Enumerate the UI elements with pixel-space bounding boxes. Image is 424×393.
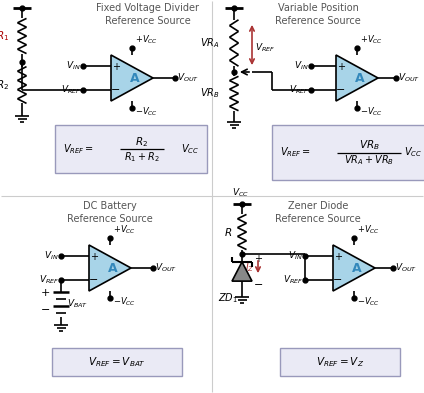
Text: $V_{CC}$: $V_{CC}$ (223, 0, 240, 3)
Text: A: A (355, 72, 365, 84)
FancyBboxPatch shape (52, 348, 182, 376)
Text: A: A (108, 261, 118, 274)
Text: $V_{IN}$: $V_{IN}$ (288, 250, 303, 262)
Text: $V_{REF}$: $V_{REF}$ (255, 42, 275, 54)
FancyBboxPatch shape (280, 348, 400, 376)
Text: A: A (352, 261, 362, 274)
Text: $V_{REF}=$: $V_{REF}=$ (63, 142, 94, 156)
Text: $-V_{CC}$: $-V_{CC}$ (357, 296, 380, 309)
Text: Fixed Voltage Divider
Reference Source: Fixed Voltage Divider Reference Source (97, 3, 200, 26)
Text: $VR_A$: $VR_A$ (201, 36, 220, 50)
Text: +: + (112, 61, 120, 72)
Text: $+V_{CC}$: $+V_{CC}$ (357, 224, 380, 236)
Text: +: + (90, 252, 98, 261)
Text: $+V_{CC}$: $+V_{CC}$ (113, 224, 136, 236)
Polygon shape (89, 245, 131, 291)
Text: $R_1$: $R_1$ (0, 29, 9, 43)
Text: $V_{OUT}$: $V_{OUT}$ (177, 72, 199, 84)
Text: $R$: $R$ (224, 226, 232, 238)
Text: +: + (41, 288, 50, 298)
Text: $V_{CC}$: $V_{CC}$ (404, 145, 422, 160)
Text: $ZD_1$: $ZD_1$ (218, 291, 238, 305)
Polygon shape (232, 262, 252, 281)
Polygon shape (336, 55, 378, 101)
Text: $V_{BAT}$: $V_{BAT}$ (67, 298, 88, 310)
Text: $V_{CC}$: $V_{CC}$ (181, 142, 199, 156)
Polygon shape (111, 55, 153, 101)
Text: Variable Position
Reference Source: Variable Position Reference Source (275, 3, 361, 26)
Text: $V_{REF}$: $V_{REF}$ (39, 274, 59, 286)
Text: $+V_{CC}$: $+V_{CC}$ (360, 33, 383, 46)
Text: $VR_B$: $VR_B$ (200, 86, 220, 100)
Text: −: − (333, 274, 343, 285)
Text: $VR_A + VR_B$: $VR_A + VR_B$ (344, 154, 394, 167)
Text: Zener Diode
Reference Source: Zener Diode Reference Source (275, 201, 361, 224)
Text: $R_2$: $R_2$ (0, 78, 9, 92)
Text: −: − (254, 280, 263, 290)
Text: $V_{CC}$: $V_{CC}$ (232, 187, 248, 199)
Text: $V_{IN}$: $V_{IN}$ (294, 60, 309, 72)
Text: $V_{OUT}$: $V_{OUT}$ (155, 262, 177, 274)
Text: $V_{IN}$: $V_{IN}$ (67, 60, 81, 72)
Text: $VR_B$: $VR_B$ (359, 139, 379, 152)
Text: +: + (254, 254, 262, 264)
Text: $I_Z$: $I_Z$ (245, 260, 255, 274)
Text: $V_{OUT}$: $V_{OUT}$ (395, 262, 417, 274)
Text: $V_{OUT}$: $V_{OUT}$ (398, 72, 420, 84)
Text: −: − (112, 84, 121, 94)
Text: +: + (337, 61, 345, 72)
Text: $V_{REF}$: $V_{REF}$ (61, 84, 81, 96)
Text: $-V_{CC}$: $-V_{CC}$ (113, 296, 136, 309)
Text: $R_1 + R_2$: $R_1 + R_2$ (124, 150, 160, 164)
Text: $-V_{CC}$: $-V_{CC}$ (360, 106, 383, 119)
Text: A: A (130, 72, 140, 84)
Text: $V_{IN}$: $V_{IN}$ (45, 250, 59, 262)
Text: $-V_{CC}$: $-V_{CC}$ (135, 106, 158, 119)
Text: $+V_{CC}$: $+V_{CC}$ (135, 33, 158, 46)
FancyBboxPatch shape (272, 125, 424, 180)
Text: +: + (334, 252, 342, 261)
Polygon shape (333, 245, 375, 291)
Text: $V_{REF}$: $V_{REF}$ (289, 84, 309, 96)
FancyBboxPatch shape (55, 125, 207, 173)
Text: $V_{REF}$: $V_{REF}$ (283, 274, 303, 286)
Text: −: − (336, 84, 346, 94)
Text: $V_{REF} = V_Z$: $V_{REF} = V_Z$ (316, 355, 364, 369)
Text: $V_{REF} = V_{BAT}$: $V_{REF} = V_{BAT}$ (88, 355, 146, 369)
Text: $R_2$: $R_2$ (136, 135, 148, 149)
Text: DC Battery
Reference Source: DC Battery Reference Source (67, 201, 153, 224)
Text: −: − (89, 274, 99, 285)
Text: −: − (41, 305, 50, 314)
Text: $V_{REF}=$: $V_{REF}=$ (280, 145, 311, 160)
Text: $V_{CC}$: $V_{CC}$ (11, 0, 28, 3)
